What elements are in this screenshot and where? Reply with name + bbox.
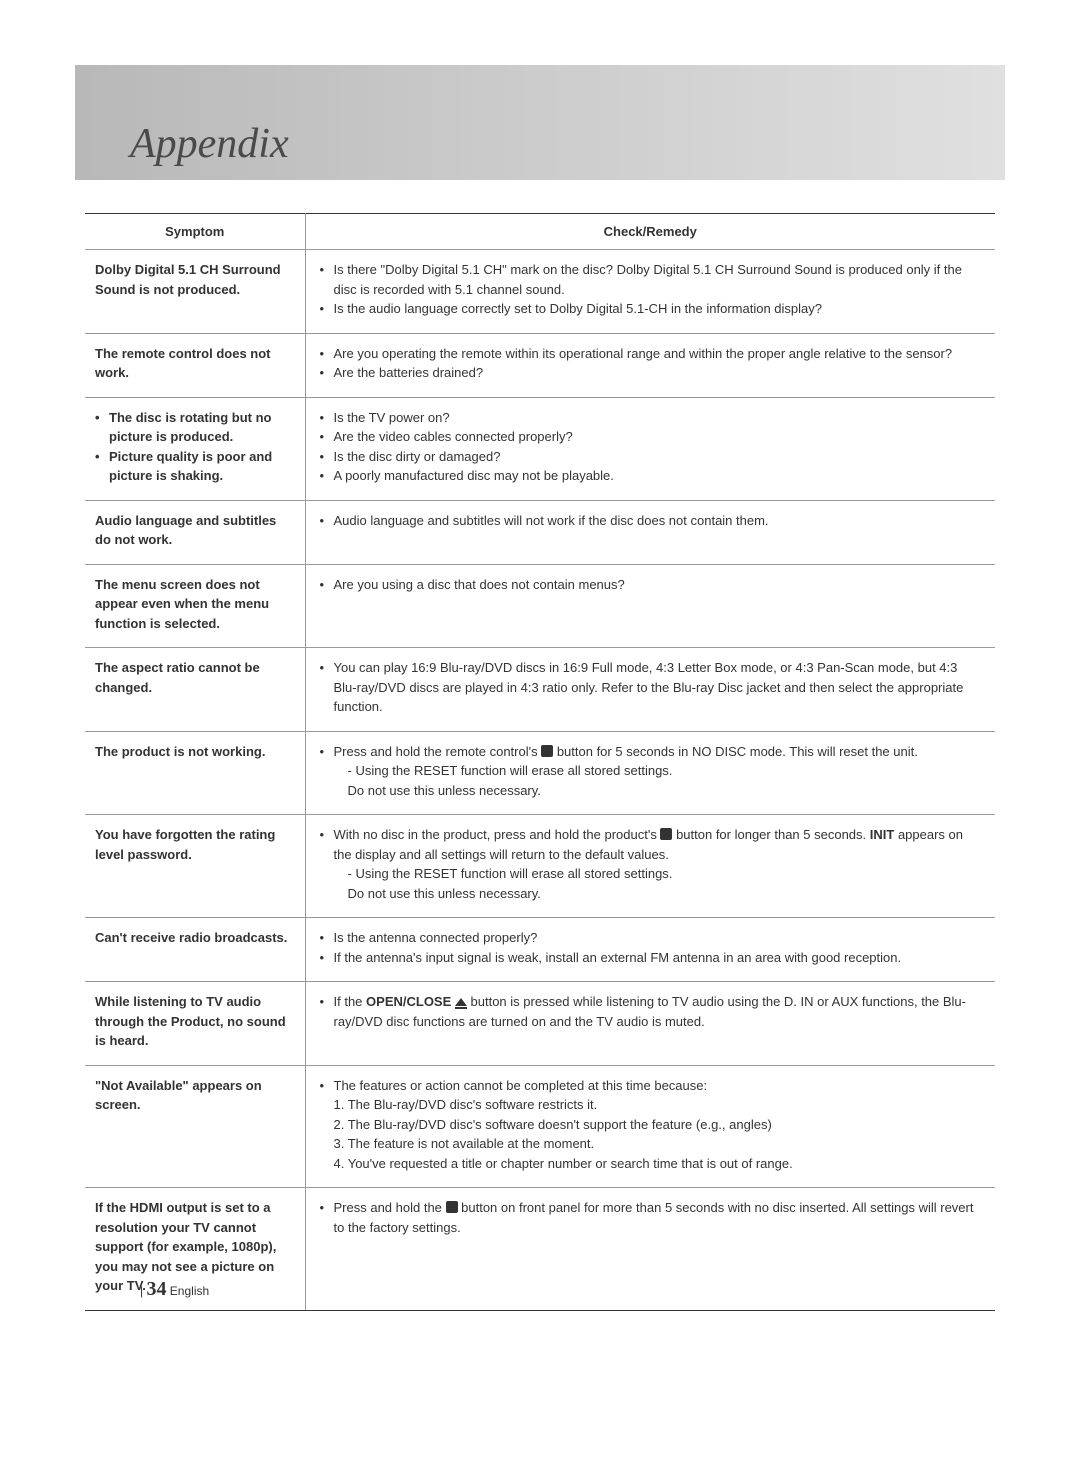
table-row: The remote control does not work. Are yo…: [85, 333, 995, 397]
symptom-cell: Dolby Digital 5.1 CH Surround Sound is n…: [85, 250, 305, 334]
table-header-row: Symptom Check/Remedy: [85, 214, 995, 250]
header-symptom: Symptom: [85, 214, 305, 250]
remedy-cell: You can play 16:9 Blu-ray/DVD discs in 1…: [305, 648, 995, 732]
remedy-item: You can play 16:9 Blu-ray/DVD discs in 1…: [320, 658, 984, 717]
stop-icon: [660, 828, 672, 840]
remedy-numbered: 2. The Blu-ray/DVD disc's software doesn…: [334, 1115, 984, 1135]
symptom-cell: The menu screen does not appear even whe…: [85, 564, 305, 648]
table-row: The menu screen does not appear even whe…: [85, 564, 995, 648]
remedy-text: button for longer than 5 seconds.: [672, 827, 869, 842]
remedy-item: If the antenna's input signal is weak, i…: [320, 948, 984, 968]
remedy-cell: Are you using a disc that does not conta…: [305, 564, 995, 648]
remedy-item: Is the antenna connected properly?: [320, 928, 984, 948]
table-row: Can't receive radio broadcasts. Is the a…: [85, 918, 995, 982]
remedy-item: Are the video cables connected properly?: [320, 427, 984, 447]
remedy-bold: OPEN/CLOSE: [366, 994, 451, 1009]
table-row: The aspect ratio cannot be changed. You …: [85, 648, 995, 732]
remedy-item: If the OPEN/CLOSE button is pressed whil…: [320, 992, 984, 1031]
table-row: Dolby Digital 5.1 CH Surround Sound is n…: [85, 250, 995, 334]
remedy-cell: Audio language and subtitles will not wo…: [305, 500, 995, 564]
eject-icon: [455, 998, 467, 1006]
remedy-cell: Are you operating the remote within its …: [305, 333, 995, 397]
remedy-item: With no disc in the product, press and h…: [320, 825, 984, 903]
remedy-item: Is the disc dirty or damaged?: [320, 447, 984, 467]
remedy-cell: Is the antenna connected properly? If th…: [305, 918, 995, 982]
troubleshooting-table: Symptom Check/Remedy Dolby Digital 5.1 C…: [75, 213, 1005, 1311]
remedy-item: Is the audio language correctly set to D…: [320, 299, 984, 319]
remedy-item: Press and hold the button on front panel…: [320, 1198, 984, 1237]
symptom-cell: If the HDMI output is set to a resolutio…: [85, 1188, 305, 1311]
remedy-subline: Do not use this unless necessary.: [334, 781, 984, 801]
remedy-cell: Is there "Dolby Digital 5.1 CH" mark on …: [305, 250, 995, 334]
remedy-subline: Do not use this unless necessary.: [334, 884, 984, 904]
remedy-item: Is the TV power on?: [320, 408, 984, 428]
remedy-item: Are the batteries drained?: [320, 363, 984, 383]
remedy-subline: - Using the RESET function will erase al…: [334, 761, 984, 781]
remedy-cell: Press and hold the remote control's butt…: [305, 731, 995, 815]
symptom-cell: Can't receive radio broadcasts.: [85, 918, 305, 982]
page-title: Appendix: [75, 65, 1005, 198]
symptom-list-item: Picture quality is poor and picture is s…: [95, 447, 293, 486]
remedy-cell: Press and hold the button on front panel…: [305, 1188, 995, 1311]
remedy-item: Are you using a disc that does not conta…: [320, 575, 984, 595]
symptom-cell: The remote control does not work.: [85, 333, 305, 397]
remedy-cell: If the OPEN/CLOSE button is pressed whil…: [305, 982, 995, 1066]
table-row: The disc is rotating but no picture is p…: [85, 397, 995, 500]
remedy-cell: With no disc in the product, press and h…: [305, 815, 995, 918]
table-row: You have forgotten the rating level pass…: [85, 815, 995, 918]
table-row: Audio language and subtitles do not work…: [85, 500, 995, 564]
symptom-cell: "Not Available" appears on screen.: [85, 1065, 305, 1188]
stop-icon: [541, 745, 553, 757]
table-row: While listening to TV audio through the …: [85, 982, 995, 1066]
remedy-numbered: 3. The feature is not available at the m…: [334, 1134, 984, 1154]
remedy-numbered: 1. The Blu-ray/DVD disc's software restr…: [334, 1095, 984, 1115]
remedy-numbered: 4. You've requested a title or chapter n…: [334, 1154, 984, 1174]
table-row: If the HDMI output is set to a resolutio…: [85, 1188, 995, 1311]
symptom-cell: The disc is rotating but no picture is p…: [85, 397, 305, 500]
remedy-item: Audio language and subtitles will not wo…: [320, 511, 984, 531]
header-remedy: Check/Remedy: [305, 214, 995, 250]
symptom-cell: While listening to TV audio through the …: [85, 982, 305, 1066]
remedy-item: A poorly manufactured disc may not be pl…: [320, 466, 984, 486]
remedy-text: If the: [334, 994, 367, 1009]
symptom-list-item: The disc is rotating but no picture is p…: [95, 408, 293, 447]
remedy-text: With no disc in the product, press and h…: [334, 827, 661, 842]
remedy-text: The features or action cannot be complet…: [334, 1078, 708, 1093]
remedy-item: The features or action cannot be complet…: [320, 1076, 984, 1174]
symptom-cell: You have forgotten the rating level pass…: [85, 815, 305, 918]
remedy-item: Are you operating the remote within its …: [320, 344, 984, 364]
table-row: "Not Available" appears on screen. The f…: [85, 1065, 995, 1188]
remedy-cell: Is the TV power on? Are the video cables…: [305, 397, 995, 500]
remedy-cell: The features or action cannot be complet…: [305, 1065, 995, 1188]
remedy-text: button for 5 seconds in NO DISC mode. Th…: [553, 744, 918, 759]
remedy-text: Press and hold the remote control's: [334, 744, 542, 759]
symptom-cell: The product is not working.: [85, 731, 305, 815]
page: Appendix Symptom Check/Remedy Dolby Digi…: [0, 0, 1080, 1351]
stop-icon: [446, 1201, 458, 1213]
symptom-cell: Audio language and subtitles do not work…: [85, 500, 305, 564]
remedy-item: Press and hold the remote control's butt…: [320, 742, 984, 801]
table-row: The product is not working. Press and ho…: [85, 731, 995, 815]
symptom-cell: The aspect ratio cannot be changed.: [85, 648, 305, 732]
remedy-text: Press and hold the: [334, 1200, 446, 1215]
remedy-subline: - Using the RESET function will erase al…: [334, 864, 984, 884]
remedy-bold: INIT: [870, 827, 895, 842]
remedy-item: Is there "Dolby Digital 5.1 CH" mark on …: [320, 260, 984, 299]
